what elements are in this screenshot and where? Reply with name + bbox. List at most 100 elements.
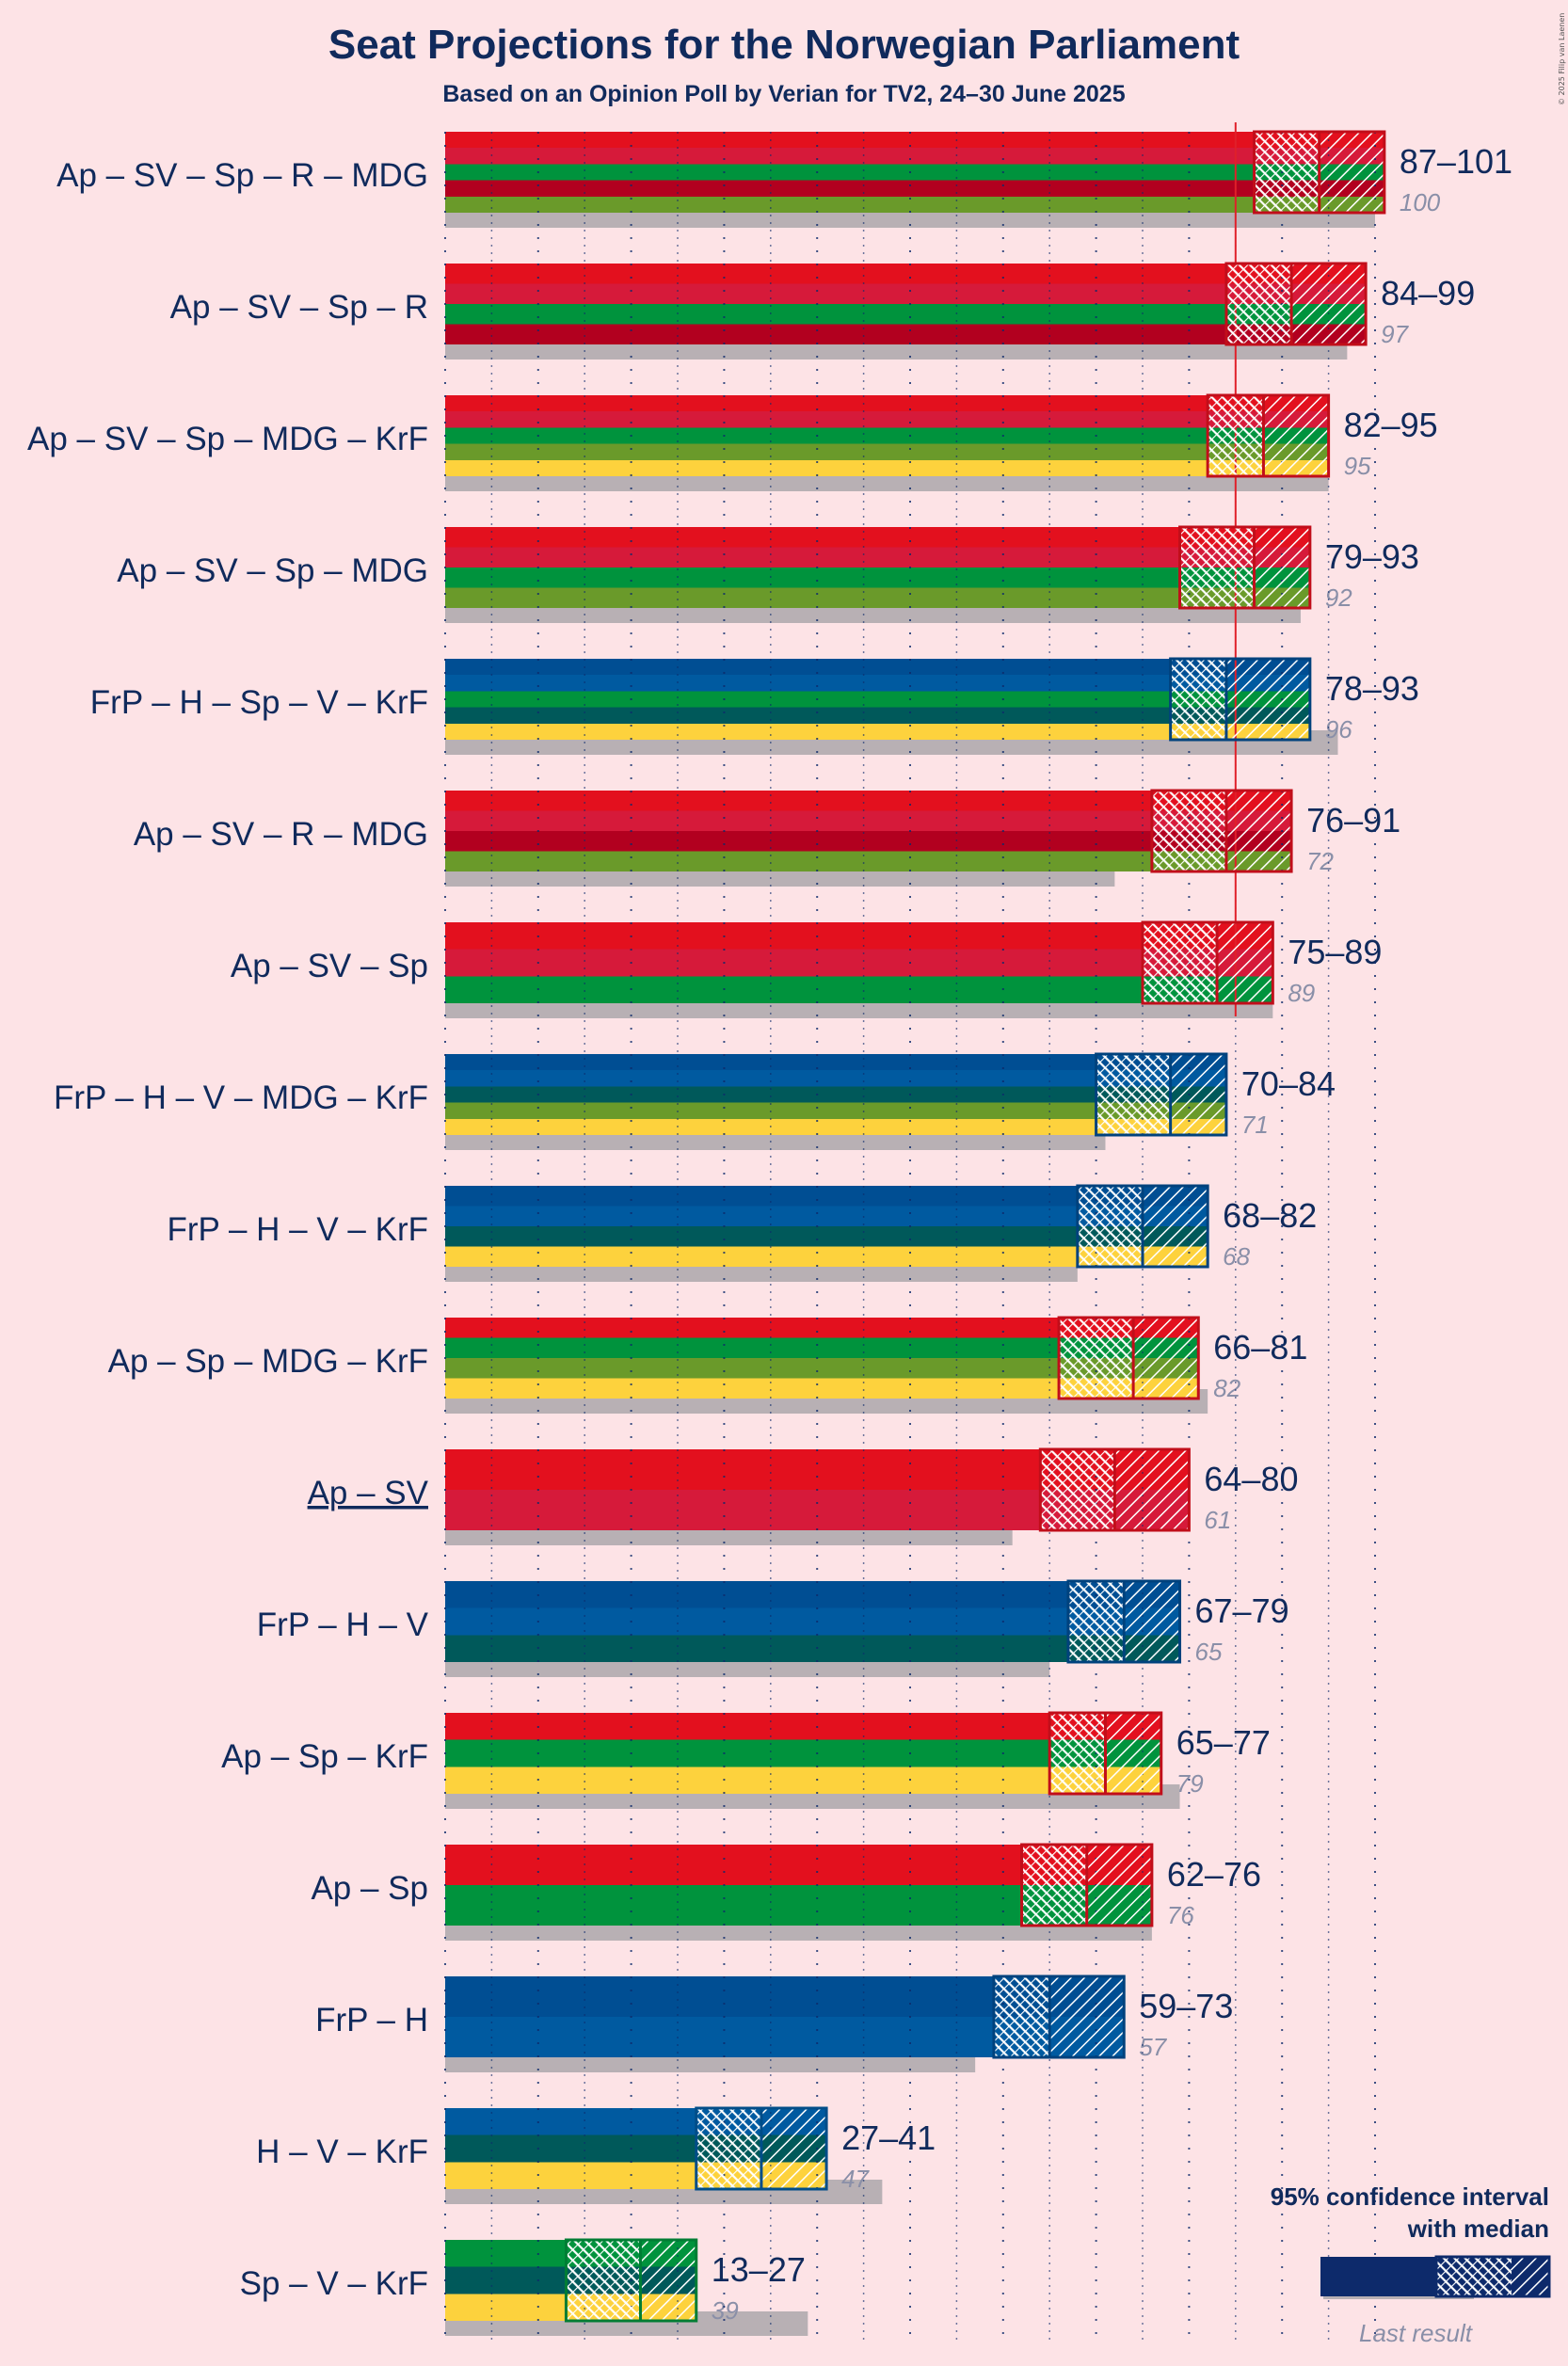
ci-lower-hatch <box>1040 1449 1115 1530</box>
legend-ci-label: 95% confidence interval <box>1271 2182 1549 2211</box>
ci-lower-hatch <box>1179 527 1255 608</box>
coalition-row: Ap – SV – R – MDG 76–91 72 <box>134 791 1400 887</box>
projection-bar <box>445 395 1329 476</box>
last-result-label: 96 <box>1325 715 1352 743</box>
range-label: 67–79 <box>1195 1591 1289 1630</box>
ci-outline <box>1150 789 1293 873</box>
projection-bar <box>445 132 1384 213</box>
ci-lower-hatch <box>1170 659 1226 740</box>
coalition-label: Ap – SV – Sp – MDG <box>117 552 428 589</box>
ci-upper-hatch <box>1124 1581 1180 1662</box>
range-label: 66–81 <box>1213 1328 1307 1367</box>
ci-lower-hatch <box>1096 1054 1171 1135</box>
coalition-row: Ap – SV – Sp 75–89 89 <box>231 922 1382 1018</box>
ci-upper-hatch <box>1114 1449 1190 1530</box>
coalition-row: Ap – Sp 62–76 76 <box>311 1845 1261 1941</box>
last-result-label: 71 <box>1241 1111 1269 1139</box>
projection-bar <box>445 527 1310 608</box>
last-result-label: 57 <box>1139 2033 1167 2061</box>
ci-upper-hatch <box>1225 659 1310 740</box>
range-label: 82–95 <box>1344 406 1438 444</box>
coalition-label: Ap – SV – Sp – R – MDG <box>56 157 428 194</box>
last-result-label: 68 <box>1223 1242 1250 1271</box>
range-label: 13–27 <box>712 2250 806 2289</box>
range-label: 75–89 <box>1288 933 1382 971</box>
last-result-label: 65 <box>1195 1638 1223 1666</box>
ci-outline <box>1206 393 1331 478</box>
ci-outline <box>1095 1052 1228 1137</box>
ci-lower-hatch <box>1077 1186 1143 1267</box>
coalition-label: Ap – SV – Sp – R <box>170 289 428 326</box>
coalition-label: H – V – KrF <box>256 2134 428 2170</box>
range-label: 76–91 <box>1306 801 1400 839</box>
ci-upper-hatch <box>1170 1054 1226 1135</box>
ci-outline <box>1141 920 1274 1005</box>
legend-ci-median-hatch <box>1436 2257 1512 2296</box>
legend: 95% confidence interval with median Last… <box>1271 2182 1551 2347</box>
coalition-label: Ap – Sp – MDG – KrF <box>108 1343 428 1380</box>
coalition-label: FrP – H <box>315 2002 428 2038</box>
ci-upper-hatch <box>1086 1845 1152 1926</box>
ci-outline <box>1169 657 1312 742</box>
projection-bar <box>445 1713 1161 1794</box>
ci-upper-hatch <box>1319 132 1384 213</box>
range-label: 27–41 <box>841 2118 936 2157</box>
last-result-label: 82 <box>1213 1374 1240 1402</box>
projection-bar <box>445 264 1367 344</box>
ci-upper-hatch <box>1105 1713 1161 1794</box>
legend-median-label: with median <box>1407 2214 1549 2243</box>
ci-lower-hatch <box>1021 1845 1087 1926</box>
coalition-label: Sp – V – KrF <box>240 2265 428 2302</box>
ci-upper-hatch <box>1133 1318 1199 1399</box>
coalition-row: Ap – SV – Sp – MDG – KrF 82–95 95 <box>27 395 1438 491</box>
legend-ci-upper-hatch <box>1512 2257 1549 2296</box>
ci-lower-hatch <box>1049 1713 1106 1794</box>
range-label: 79–93 <box>1325 537 1419 576</box>
ci-lower-hatch <box>1254 132 1320 213</box>
copyright-text: © 2025 Filip van Laenen <box>1558 13 1566 105</box>
last-result-label: 89 <box>1288 979 1315 1007</box>
ci-upper-hatch <box>1217 922 1273 1003</box>
coalition-row: Ap – SV – Sp – R – MDG 87–101 100 <box>56 132 1512 228</box>
ci-upper-hatch <box>640 2240 696 2321</box>
coalition-label: FrP – H – V – MDG – KrF <box>54 1079 428 1116</box>
range-label: 87–101 <box>1400 142 1512 181</box>
coalition-label: FrP – H – V <box>257 1607 429 1643</box>
ci-upper-hatch <box>1225 791 1292 871</box>
projection-bar <box>445 659 1310 740</box>
ci-upper-hatch <box>1143 1186 1208 1267</box>
last-result-label: 97 <box>1381 320 1409 348</box>
ci-lower-hatch <box>1208 395 1264 476</box>
coalition-row: FrP – H – V 67–79 65 <box>257 1581 1289 1677</box>
ci-upper-hatch <box>1291 264 1367 344</box>
coalition-label: Ap – SV – Sp – MDG – KrF <box>27 421 428 457</box>
ci-outline <box>1178 525 1312 610</box>
ci-upper-hatch <box>760 2108 827 2189</box>
coalition-row: FrP – H – Sp – V – KrF 78–93 96 <box>90 659 1419 755</box>
ci-upper-hatch <box>1254 527 1310 608</box>
ci-lower-hatch <box>1151 791 1226 871</box>
ci-lower-hatch <box>1067 1581 1125 1662</box>
ci-outline <box>564 2238 698 2323</box>
projection-bar <box>445 791 1292 871</box>
chart-subtitle: Based on an Opinion Poll by Verian for T… <box>442 81 1125 107</box>
coalition-label: Ap – SV – R – MDG <box>134 816 428 853</box>
ci-outline <box>992 1974 1126 2059</box>
coalition-label: FrP – H – V – KrF <box>168 1211 429 1248</box>
ci-upper-hatch <box>1263 395 1329 476</box>
ci-lower-hatch <box>1059 1318 1134 1399</box>
legend-ci-outline <box>1434 2255 1551 2298</box>
range-label: 64–80 <box>1204 1460 1298 1498</box>
projection-bar <box>445 922 1273 1003</box>
range-label: 68–82 <box>1223 1196 1317 1235</box>
coalition-row: Ap – SV – Sp – R 84–99 97 <box>170 264 1475 360</box>
bar-overlays <box>564 130 1386 2323</box>
ci-lower-hatch <box>993 1976 1050 2057</box>
coalition-label: Ap – SV <box>308 1475 429 1511</box>
range-label: 84–99 <box>1381 274 1475 312</box>
ci-upper-hatch <box>1049 1976 1125 2057</box>
last-result-label: 76 <box>1167 1901 1194 1929</box>
coalition-row: H – V – KrF 27–41 47 <box>256 2108 936 2204</box>
range-label: 78–93 <box>1325 669 1419 708</box>
